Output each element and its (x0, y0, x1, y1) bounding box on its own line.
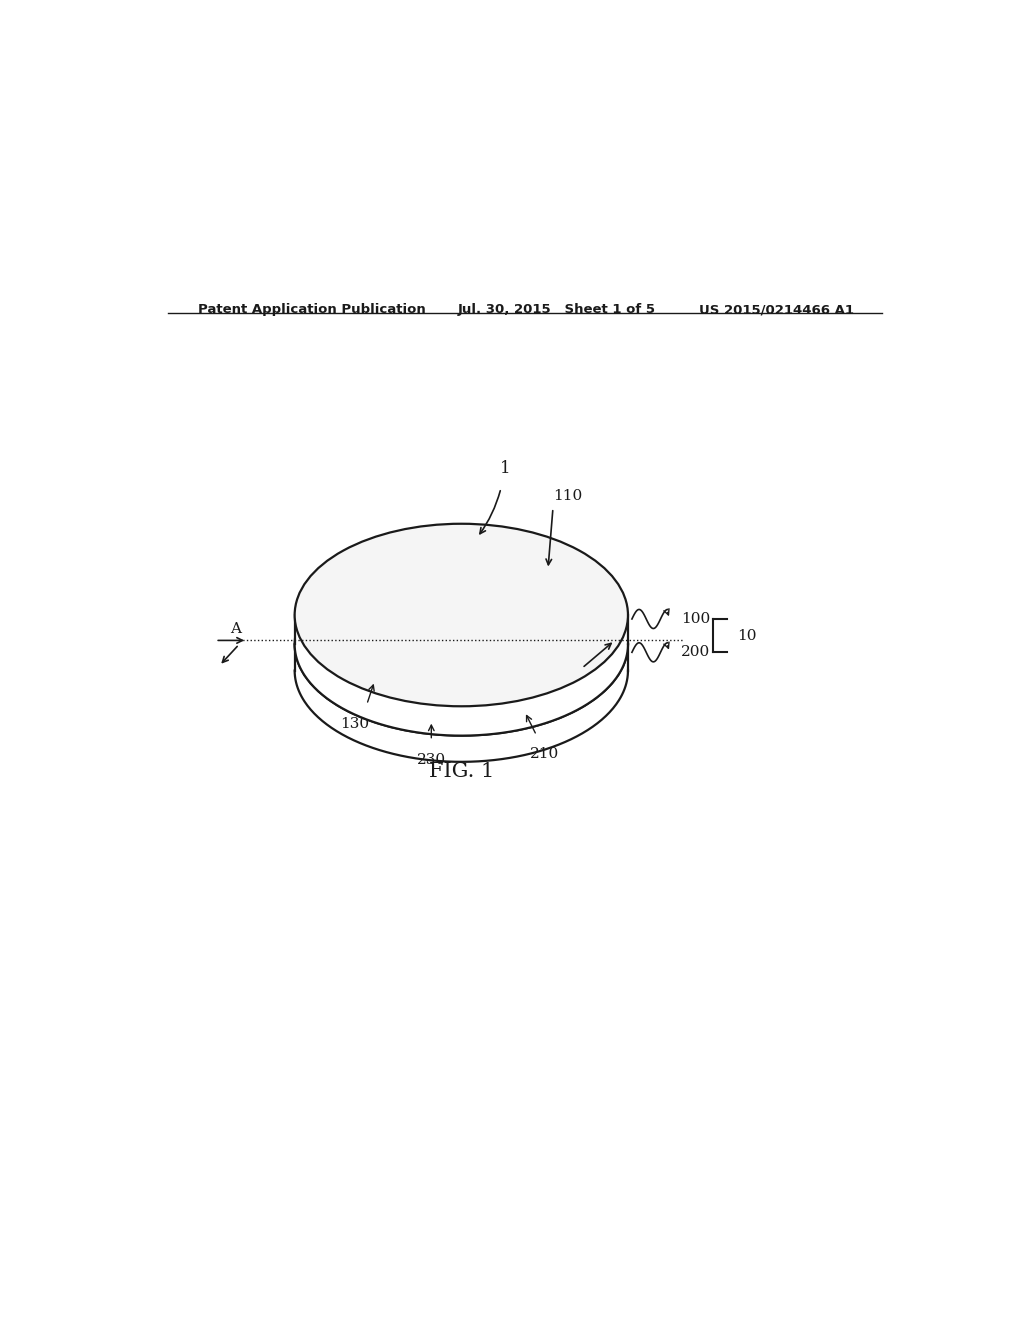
Text: FIG. 1: FIG. 1 (429, 762, 494, 781)
Text: 10: 10 (736, 628, 756, 643)
Polygon shape (295, 615, 628, 735)
Text: US 2015/0214466 A1: US 2015/0214466 A1 (699, 304, 854, 315)
Ellipse shape (295, 553, 628, 735)
Text: Patent Application Publication: Patent Application Publication (198, 304, 426, 315)
Text: A': A' (566, 676, 582, 690)
Text: 110: 110 (553, 488, 583, 503)
Text: 230: 230 (417, 752, 445, 767)
Polygon shape (295, 644, 628, 762)
Ellipse shape (295, 524, 628, 706)
Text: 130: 130 (340, 717, 370, 730)
Text: A: A (229, 622, 241, 635)
Text: Jul. 30, 2015   Sheet 1 of 5: Jul. 30, 2015 Sheet 1 of 5 (458, 304, 655, 315)
Text: 1: 1 (500, 459, 510, 477)
Text: 100: 100 (681, 612, 711, 626)
Text: 200: 200 (681, 645, 711, 659)
Text: 210: 210 (529, 747, 559, 762)
